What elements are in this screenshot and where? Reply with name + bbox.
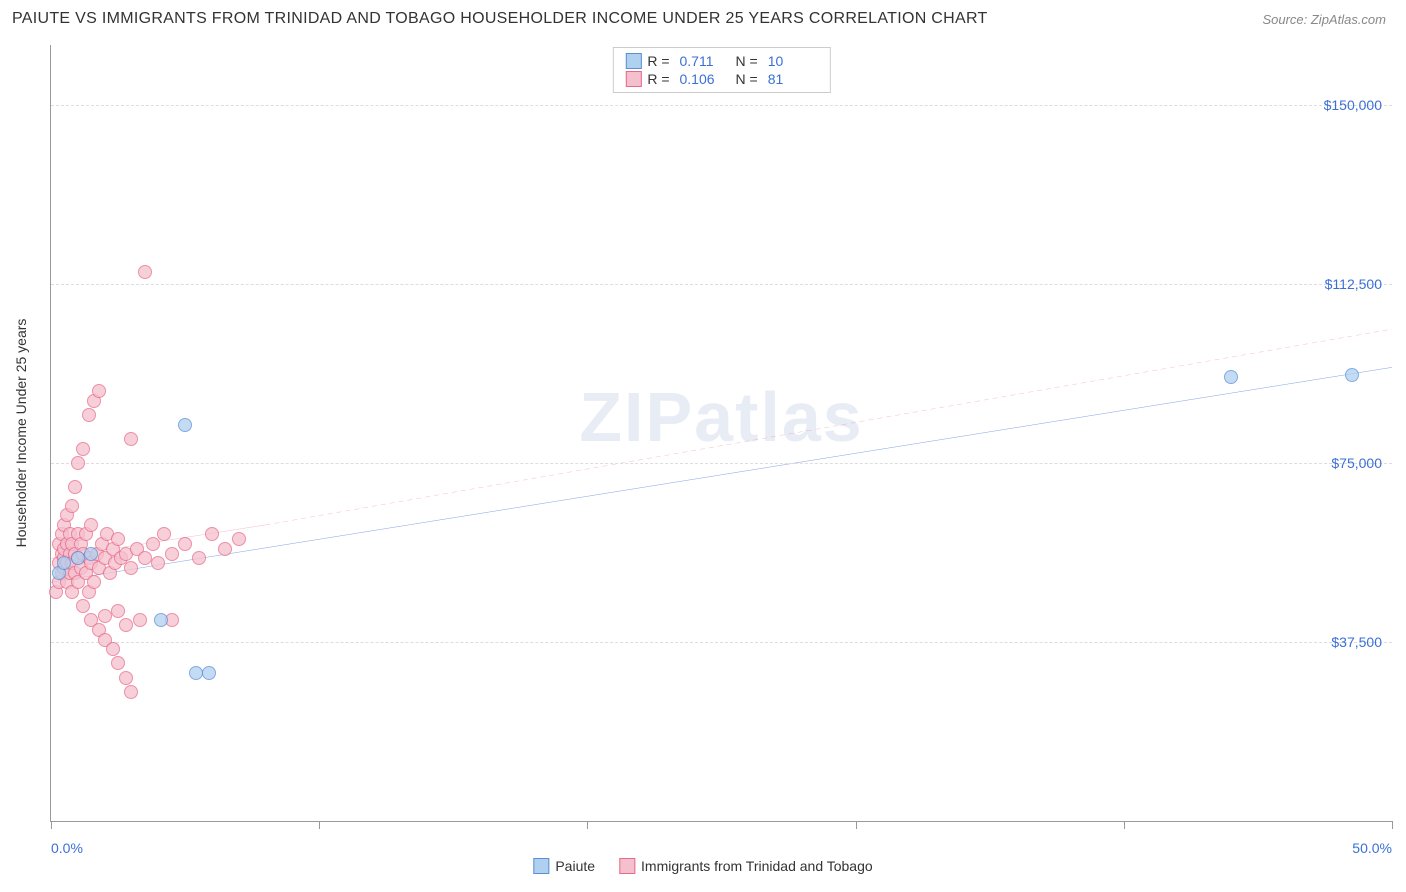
scatter-point (76, 442, 90, 456)
chart-title: PAIUTE VS IMMIGRANTS FROM TRINIDAD AND T… (12, 10, 988, 28)
series-legend-item: Immigrants from Trinidad and Tobago (619, 858, 873, 874)
scatter-point (138, 551, 152, 565)
y-axis-title: Householder Income Under 25 years (13, 319, 29, 548)
scatter-point (98, 609, 112, 623)
scatter-point (111, 532, 125, 546)
series-legend-item: Paiute (533, 858, 595, 874)
scatter-point (133, 613, 147, 627)
series-legend: Paiute Immigrants from Trinidad and Tobag… (533, 858, 872, 874)
x-axis-max-label: 50.0% (1352, 840, 1392, 856)
scatter-point (111, 656, 125, 670)
r-value: 0.106 (680, 71, 730, 87)
legend-swatch (619, 858, 635, 874)
scatter-point (154, 613, 168, 627)
scatter-point (138, 265, 152, 279)
scatter-point (165, 547, 179, 561)
scatter-point (119, 618, 133, 632)
scatter-point (192, 551, 206, 565)
scatter-point (68, 480, 82, 494)
x-axis-min-label: 0.0% (51, 840, 83, 856)
scatter-point (84, 518, 98, 532)
correlation-legend: R = 0.711 N = 10 R = 0.106 N = 81 (612, 47, 830, 93)
x-tick (856, 821, 857, 829)
watermark: ZIPatlas (579, 377, 863, 457)
x-tick (51, 821, 52, 829)
scatter-point (189, 666, 203, 680)
scatter-point (84, 547, 98, 561)
y-tick-label: $150,000 (1324, 97, 1382, 113)
scatter-point (71, 456, 85, 470)
gridline (51, 642, 1392, 643)
scatter-point (124, 685, 138, 699)
n-value: 10 (768, 53, 818, 69)
r-value: 0.711 (680, 53, 730, 69)
r-label: R = (647, 71, 669, 87)
x-tick (1392, 821, 1393, 829)
n-label: N = (736, 53, 758, 69)
scatter-point (1224, 370, 1238, 384)
correlation-legend-row: R = 0.711 N = 10 (625, 52, 817, 70)
scatter-point (76, 599, 90, 613)
scatter-point (92, 384, 106, 398)
scatter-point (157, 527, 171, 541)
scatter-chart: ZIPatlas Householder Income Under 25 yea… (50, 45, 1392, 822)
scatter-point (87, 575, 101, 589)
legend-swatch (625, 53, 641, 69)
y-tick-label: $75,000 (1331, 455, 1382, 471)
series-label: Immigrants from Trinidad and Tobago (641, 858, 873, 874)
chart-header: PAIUTE VS IMMIGRANTS FROM TRINIDAD AND T… (0, 0, 1406, 36)
y-tick-label: $37,500 (1331, 634, 1382, 650)
y-tick-label: $112,500 (1325, 276, 1382, 292)
scatter-point (202, 666, 216, 680)
scatter-point (65, 499, 79, 513)
x-tick (587, 821, 588, 829)
scatter-point (124, 432, 138, 446)
gridline (51, 284, 1392, 285)
legend-swatch (533, 858, 549, 874)
correlation-legend-row: R = 0.106 N = 81 (625, 70, 817, 88)
scatter-point (106, 642, 120, 656)
source-prefix: Source: (1262, 12, 1310, 27)
trend-lines-layer (51, 45, 1392, 821)
scatter-point (178, 418, 192, 432)
x-tick (1124, 821, 1125, 829)
trend-line (51, 367, 1392, 582)
scatter-point (57, 556, 71, 570)
source-name: ZipAtlas.com (1311, 12, 1386, 27)
legend-swatch (625, 71, 641, 87)
trend-line (266, 329, 1392, 525)
n-value: 81 (768, 71, 818, 87)
scatter-point (124, 561, 138, 575)
source-attribution: Source: ZipAtlas.com (1262, 12, 1386, 27)
scatter-point (178, 537, 192, 551)
n-label: N = (736, 71, 758, 87)
scatter-point (119, 671, 133, 685)
scatter-point (205, 527, 219, 541)
gridline (51, 463, 1392, 464)
gridline (51, 105, 1392, 106)
scatter-point (82, 408, 96, 422)
scatter-point (151, 556, 165, 570)
scatter-point (71, 551, 85, 565)
scatter-point (232, 532, 246, 546)
series-label: Paiute (555, 858, 595, 874)
scatter-point (111, 604, 125, 618)
x-tick (319, 821, 320, 829)
r-label: R = (647, 53, 669, 69)
scatter-point (1345, 368, 1359, 382)
scatter-point (218, 542, 232, 556)
